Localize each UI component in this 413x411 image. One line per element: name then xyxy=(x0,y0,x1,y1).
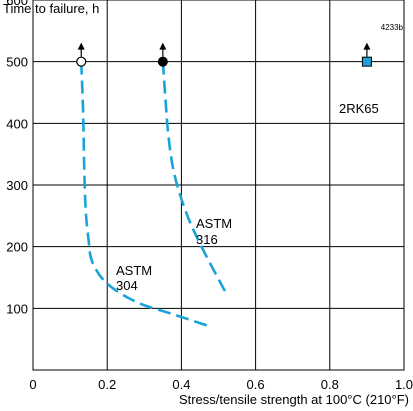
x-tick-label: 1.0 xyxy=(395,377,413,392)
y-tick-label: 600 xyxy=(6,0,28,8)
series-1 xyxy=(157,42,228,294)
y-tick-label: 400 xyxy=(6,116,28,131)
x-tick-label: 0.4 xyxy=(172,377,190,392)
series-line xyxy=(79,61,212,329)
x-tick-label: 0.8 xyxy=(321,377,339,392)
arrow-head-icon xyxy=(77,42,85,50)
x-tick-label: 0.6 xyxy=(247,377,265,392)
open-circle-marker xyxy=(76,56,87,67)
arrow-head-icon xyxy=(363,42,371,50)
y-tick-label: 500 xyxy=(6,55,28,70)
tick-labels: 0 0.2 0.4 0.6 0.8 1.0 100 200 300 400 500 600 xyxy=(6,0,413,392)
figure-id: 4233b xyxy=(381,23,404,32)
y-tick-label: 300 xyxy=(6,178,28,193)
y-tick-label: 200 xyxy=(6,240,28,255)
series-label-astm-316: ASTM 316 xyxy=(196,216,236,247)
series-label-astm-304: ASTM 304 xyxy=(116,263,156,293)
square-marker xyxy=(361,56,372,67)
y-tick-label: 100 xyxy=(6,301,28,316)
x-tick-label: 0 xyxy=(29,377,36,392)
series-line xyxy=(161,61,228,294)
x-axis-label: Stress/tensile strength at 100°C (210°F) xyxy=(179,392,409,407)
x-tick-label: 0.2 xyxy=(98,377,116,392)
y-axis-label: Time to failure, h xyxy=(3,1,99,16)
grid xyxy=(33,0,404,370)
series-0 xyxy=(76,42,212,329)
series-label-2rk65: 2RK65 xyxy=(339,101,379,116)
filled-circle-marker xyxy=(157,56,168,67)
series-2 xyxy=(361,42,372,67)
arrow-head-icon xyxy=(159,42,167,50)
series xyxy=(76,42,372,329)
